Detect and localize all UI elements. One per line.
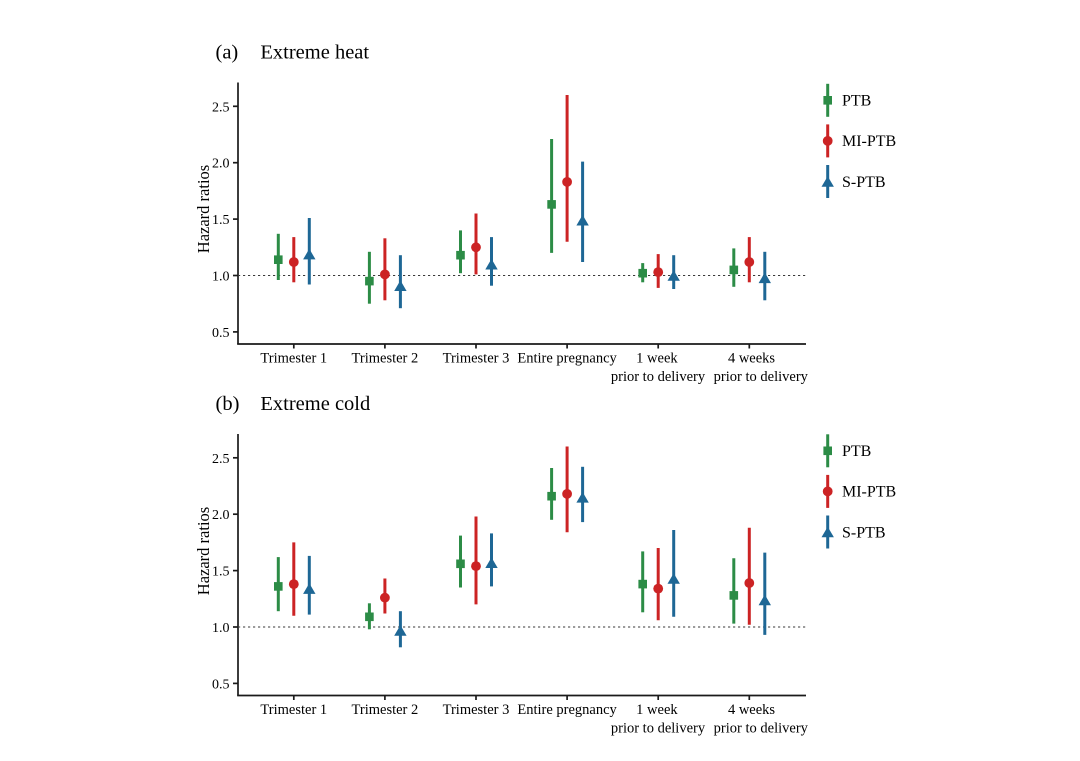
svg-text:2.0: 2.0	[212, 508, 230, 523]
svg-text:MI-PTB: MI-PTB	[842, 484, 896, 501]
svg-text:Entire pregnancy: Entire pregnancy	[517, 351, 617, 367]
svg-text:(a): (a)	[216, 42, 239, 64]
svg-text:PTB: PTB	[842, 443, 871, 460]
svg-text:1 week: 1 week	[636, 351, 678, 367]
svg-text:Hazard ratios: Hazard ratios	[194, 507, 213, 595]
svg-text:4 weeks: 4 weeks	[728, 702, 775, 718]
svg-text:1.0: 1.0	[212, 621, 230, 636]
svg-text:1 week: 1 week	[636, 702, 678, 718]
svg-text:2.0: 2.0	[212, 157, 230, 172]
svg-text:0.5: 0.5	[212, 326, 230, 341]
svg-text:prior to delivery: prior to delivery	[714, 369, 809, 385]
svg-text:Trimester 2: Trimester 2	[352, 702, 419, 718]
svg-text:Hazard ratios: Hazard ratios	[194, 165, 213, 253]
svg-text:0.5: 0.5	[212, 677, 230, 692]
svg-text:MI-PTB: MI-PTB	[842, 133, 896, 150]
svg-text:2.5: 2.5	[212, 452, 230, 467]
svg-text:1.0: 1.0	[212, 270, 230, 285]
svg-text:1.5: 1.5	[212, 213, 230, 228]
svg-text:prior to delivery: prior to delivery	[611, 369, 706, 385]
svg-text:Trimester 1: Trimester 1	[260, 702, 327, 718]
svg-text:prior to delivery: prior to delivery	[714, 721, 809, 737]
svg-text:1.5: 1.5	[212, 565, 230, 580]
svg-text:(b): (b)	[216, 393, 240, 415]
svg-text:4 weeks: 4 weeks	[728, 351, 775, 367]
svg-text:2.5: 2.5	[212, 100, 230, 115]
svg-text:prior to delivery: prior to delivery	[611, 721, 706, 737]
svg-text:Trimester 1: Trimester 1	[260, 351, 327, 367]
svg-text:Trimester 2: Trimester 2	[352, 351, 419, 367]
svg-text:Extreme heat: Extreme heat	[260, 42, 369, 64]
svg-text:S-PTB: S-PTB	[842, 174, 886, 191]
svg-text:PTB: PTB	[842, 93, 871, 110]
svg-text:Entire pregnancy: Entire pregnancy	[517, 702, 617, 718]
svg-text:Extreme cold: Extreme cold	[260, 393, 370, 415]
svg-text:Trimester 3: Trimester 3	[443, 702, 510, 718]
svg-text:S-PTB: S-PTB	[842, 524, 886, 541]
svg-text:Trimester 3: Trimester 3	[443, 351, 510, 367]
